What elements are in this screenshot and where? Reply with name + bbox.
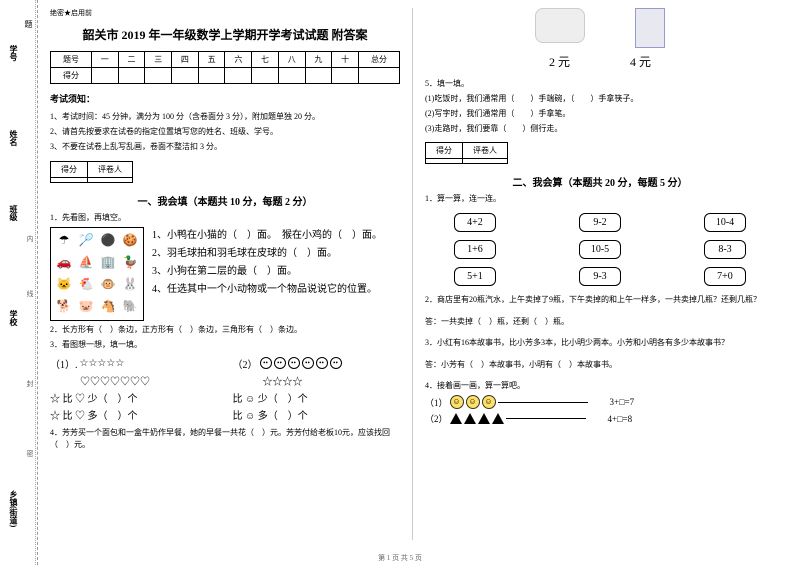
question-1: 1．先看图，再填空。 <box>50 212 400 224</box>
draw-row-1: （1） ☺☺☺ 3+□=7 <box>425 395 775 409</box>
th: 总分 <box>358 52 399 68</box>
compare-text: 比 ☺ 多（ ）个 <box>233 407 401 422</box>
shape-compare: （1）.☆☆☆☆☆ ♡♡♡♡♡♡♡ ☆ 比 ♡ 少（ ）个 ☆ 比 ♡ 多（ ）… <box>50 354 400 424</box>
column-divider <box>412 8 413 540</box>
th: 十 <box>332 52 359 68</box>
confidential-mark: 绝密★启用前 <box>50 8 400 18</box>
price-bread: 2 元 <box>549 53 570 70</box>
rule-item: 1、考试时间：45 分钟，满分为 100 分（含卷面分 3 分），附加题单独 2… <box>50 111 400 122</box>
question-4: 4．芳芳买一个面包和一盒牛奶作早餐，她的早餐一共花（ ）元。芳芳付给老板10元，… <box>50 427 400 451</box>
label-class: 班级 <box>8 205 19 221</box>
score-label: 得分 <box>426 143 463 159</box>
equation: 4+□=8 <box>608 414 633 424</box>
th: 题号 <box>51 52 92 68</box>
animal-grid-image: ☂🏸⚫🍪 🚗⛵🏢🦆 🐱🐔🐵🐰 🐕🐷🐴🐘 <box>50 227 144 321</box>
s2-q3: 3．小红有16本故事书，比小芳多3本，比小明少两本。小芳和小明各有多少本故事书？ <box>425 337 775 349</box>
grader-label: 评卷人 <box>88 161 133 177</box>
th: 四 <box>172 52 199 68</box>
th: 八 <box>278 52 305 68</box>
rule-item: 2、请首先按要求在试卷的指定位置填写您的姓名、班级、学号。 <box>50 126 400 137</box>
calc-box: 1+6 <box>454 240 496 259</box>
th: 三 <box>145 52 172 68</box>
binding-margin: 题 学号 姓名 班级 学校 乡镇(街道) 内 线 封 密 <box>0 0 38 565</box>
seal-char: 线 <box>25 290 35 297</box>
table-row: 题号 一 二 三 四 五 六 七 八 九 十 总分 <box>51 52 400 68</box>
food-images <box>425 8 775 48</box>
th: 七 <box>252 52 279 68</box>
section-2-title: 二、我会算（本题共 20 分，每题 5 分） <box>425 174 775 189</box>
bread-icon <box>535 8 585 43</box>
calc-box: 7+0 <box>704 267 746 286</box>
question-1-sub: 1、小鸭在小猫的（ ）面。 猴在小鸡的（ ）面。 2、羽毛球拍和羽毛球在皮球的（… <box>152 227 400 299</box>
exam-page: 绝密★启用前 韶关市 2019 年一年级数学上学期开学考试试题 附答案 题号 一… <box>40 0 800 540</box>
th: 一 <box>91 52 118 68</box>
calc-box: 8-3 <box>704 240 746 259</box>
calc-box: 10-5 <box>579 240 621 259</box>
s2-q4: 4．接着画一画，算一算吧。 <box>425 380 775 392</box>
th: 六 <box>225 52 252 68</box>
score-table: 题号 一 二 三 四 五 六 七 八 九 十 总分 得分 <box>50 51 400 84</box>
q1-sub-4: 4、任选其中一个小动物或一个物品说说它的位置。 <box>152 281 400 299</box>
price-milk: 4 元 <box>630 53 651 70</box>
compare-text: 比 ☺ 少（ ）个 <box>233 390 401 405</box>
question-2: 2．长方形有（ ）条边，正方形有（ ）条边，三角形有（ ）条边。 <box>50 324 400 336</box>
seal-char: 封 <box>25 380 35 387</box>
fold-line <box>35 0 36 565</box>
rule-item: 3、不要在试卷上乱写乱画，卷面不整洁扣 3 分。 <box>50 141 400 152</box>
grader-box: 得分评卷人 <box>425 142 508 164</box>
td: 得分 <box>51 68 92 84</box>
q1-sub-2: 2、羽毛球拍和羽毛球在皮球的（ ）面。 <box>152 245 400 263</box>
milk-icon <box>635 8 665 48</box>
s2-a2: 答：一共卖掉（ ）瓶，还剩（ ）瓶。 <box>425 316 775 327</box>
label-school: 学校 <box>8 310 19 326</box>
question-3: 3．看图想一想，填一填。 <box>50 339 400 351</box>
q5-item: (2)写字时，我们通常用（ ）手拿笔。 <box>425 108 775 120</box>
s2-q1: 1．算一算，连一连。 <box>425 193 775 205</box>
exam-rules: 1、考试时间：45 分钟，满分为 100 分（含卷面分 3 分），附加题单独 2… <box>50 111 400 153</box>
th: 九 <box>305 52 332 68</box>
right-column: 2 元 4 元 5．填一填。 (1)吃饭时，我们通常用（ ）手端碗，（ ）手拿筷… <box>415 8 785 540</box>
sub-label: （2） <box>233 356 258 371</box>
grader-label: 评卷人 <box>463 143 508 159</box>
label-name: 姓名 <box>8 130 19 146</box>
page-footer: 第 1 页 共 5 页 <box>0 553 800 563</box>
calc-box: 9-2 <box>579 213 621 232</box>
seal-char: 内 <box>25 235 35 242</box>
exam-title: 韶关市 2019 年一年级数学上学期开学考试试题 附答案 <box>50 26 400 43</box>
calc-box: 10-4 <box>704 213 746 232</box>
calc-grid: 4+2 1+6 5+1 9-2 10-5 9-3 10-4 8-3 7+0 <box>425 213 775 286</box>
sub-label: （2） <box>425 412 448 425</box>
section-1-title: 一、我会填（本题共 10 分，每题 2 分） <box>50 193 400 208</box>
grader-box: 得分评卷人 <box>50 161 133 183</box>
s2-a3: 答：小芳有（ ）本故事书，小明有（ ）本故事书。 <box>425 359 775 370</box>
label-student-id: 学号 <box>8 45 19 61</box>
label-town: 乡镇(街道) <box>8 490 19 527</box>
calc-box: 5+1 <box>454 267 496 286</box>
q5-item: (3)走路时，我们要靠（ ）侧行走。 <box>425 123 775 135</box>
compare-text: ☆ 比 ♡ 多（ ）个 <box>50 407 218 422</box>
s2-q2: 2．商店里有20瓶汽水，上午卖掉了9瓶，下午卖掉的和上午一样多，一共卖掉几瓶？还… <box>425 294 775 306</box>
score-label: 得分 <box>51 161 88 177</box>
calc-box: 4+2 <box>454 213 496 232</box>
compare-text: ☆ 比 ♡ 少（ ）个 <box>50 390 218 405</box>
seal-char: 密 <box>25 450 35 457</box>
equation: 3+□=7 <box>610 397 635 407</box>
draw-row-2: （2） 4+□=8 <box>425 412 775 425</box>
side-text: 题 <box>23 20 34 28</box>
q1-sub-3: 3、小狗在第二层的最（ ）面。 <box>152 263 400 281</box>
table-row: 得分 <box>51 68 400 84</box>
sub-label: （1） <box>425 396 448 409</box>
calc-box: 9-3 <box>579 267 621 286</box>
q1-sub-1: 1、小鸭在小猫的（ ）面。 猴在小鸡的（ ）面。 <box>152 227 400 245</box>
th: 五 <box>198 52 225 68</box>
th: 二 <box>118 52 145 68</box>
notice-title: 考试须知： <box>50 92 400 105</box>
sub-label: （1）. <box>50 356 78 371</box>
question-5: 5．填一填。 <box>425 78 775 90</box>
left-column: 绝密★启用前 韶关市 2019 年一年级数学上学期开学考试试题 附答案 题号 一… <box>40 8 410 540</box>
q5-item: (1)吃饭时，我们通常用（ ）手端碗，（ ）手拿筷子。 <box>425 93 775 105</box>
